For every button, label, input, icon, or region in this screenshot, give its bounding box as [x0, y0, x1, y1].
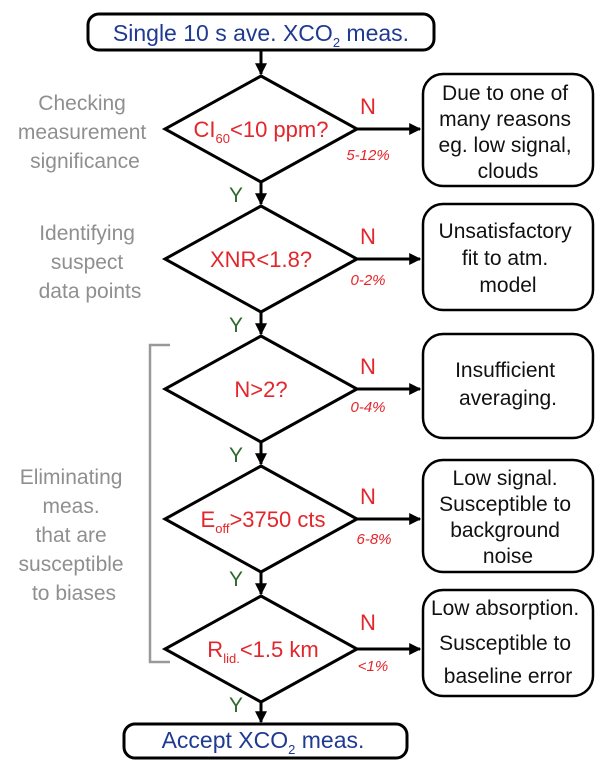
- outcome-text: Due to one of many reasons eg. low signa…: [439, 82, 578, 183]
- start-box-text: Single 10 s ave. XCO2 meas.: [113, 20, 409, 50]
- decision-eoff-label: Eoff>3750 cts: [201, 507, 326, 536]
- no-label: N: [360, 610, 376, 635]
- no-label: N: [360, 484, 376, 509]
- outcome-box-1: Due to one of many reasons eg. low signa…: [421, 72, 595, 188]
- decision-eoff: Eoff>3750 cts N 6-8% Y: [161, 464, 422, 591]
- outcome-text: Unsatisfactory fit to atm. model: [439, 220, 578, 297]
- outcome-box-3: Insufficient averaging.: [421, 332, 595, 440]
- decision-n: N>2? N 0-4% Y: [161, 334, 422, 467]
- rejection-percent: 6-8%: [356, 531, 391, 548]
- no-label: N: [360, 94, 376, 119]
- stage-label-biases: Eliminating meas. that are susceptible t…: [19, 466, 130, 605]
- outcome-box-4: Low signal. Susceptible to background no…: [421, 458, 595, 574]
- rejection-percent: 0-4%: [350, 399, 385, 416]
- yes-label: Y: [229, 444, 243, 467]
- yes-label: Y: [229, 314, 243, 337]
- decision-rlid-label: Rlid.<1.5 km: [207, 637, 318, 666]
- yes-label: Y: [229, 694, 243, 717]
- decision-xnr-label: XNR<1.8?: [210, 247, 312, 272]
- decision-xnr: XNR<1.8? N 0-2% Y: [161, 204, 422, 337]
- outcome-text: Low signal. Susceptible to background no…: [439, 467, 577, 568]
- no-label: N: [360, 354, 376, 379]
- rejection-percent: <1%: [358, 658, 388, 675]
- bias-group-bracket: [148, 343, 170, 664]
- rejection-percent: 5-12%: [346, 147, 389, 164]
- accept-box: Accept XCO2 meas.: [122, 722, 409, 760]
- decision-ci60-label: CI60<10 ppm?: [194, 117, 329, 146]
- rejection-percent: 0-2%: [350, 272, 385, 289]
- decision-ci60: CI60<10 ppm? N 5-12% Y: [161, 74, 422, 207]
- outcome-box-5: Low absorption. Susceptible to baseline …: [421, 588, 595, 698]
- yes-label: Y: [229, 568, 243, 591]
- stage-label-suspect: Identifying suspect data points: [39, 222, 142, 303]
- no-label: N: [360, 224, 376, 249]
- outcome-text: Insufficient averaging.: [455, 359, 561, 410]
- start-box: Single 10 s ave. XCO2 meas.: [86, 12, 436, 52]
- decision-rlid: Rlid.<1.5 km N <1% Y: [161, 594, 422, 717]
- outcome-box-2: Unsatisfactory fit to atm. model: [421, 202, 595, 312]
- outcome-text: Low absorption. Susceptible to baseline …: [431, 597, 585, 688]
- stage-label-significance: Checking measurement significance: [18, 92, 152, 173]
- yes-label: Y: [229, 184, 243, 207]
- accept-box-text: Accept XCO2 meas.: [162, 727, 365, 757]
- decision-n-label: N>2?: [234, 377, 287, 402]
